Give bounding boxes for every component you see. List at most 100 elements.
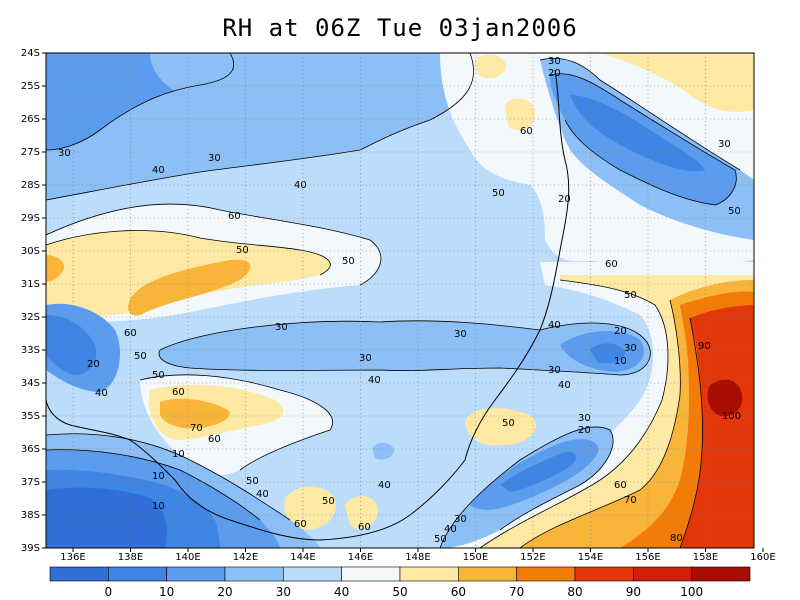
contour-label: 50 <box>502 418 515 429</box>
contour-label: 60 <box>228 211 241 222</box>
contour-30-nw <box>46 53 235 151</box>
contour-60-mid <box>46 230 331 276</box>
lon-tick-label: 138E <box>118 552 143 563</box>
field-60-70-blob1 <box>475 54 506 79</box>
contour-label: 20 <box>614 326 627 337</box>
lon-tick-label: 140E <box>175 552 200 563</box>
contour-label: 60 <box>358 522 371 533</box>
colorbar-label: 50 <box>392 585 407 599</box>
map-title: RH at 06Z Tue 03jan2006 <box>222 14 578 42</box>
lon-tick-label: 136E <box>60 552 85 563</box>
contour-label: 50 <box>492 188 505 199</box>
field-90-100-se <box>680 305 754 548</box>
contour-label-layer: 30 20 30 60 30 30 40 40 50 20 50 60 50 5… <box>58 56 741 545</box>
contour-se-90 <box>679 317 703 548</box>
lon-tick-label: 160E <box>750 552 775 563</box>
contour-label: 30 <box>578 413 591 424</box>
contour-label: 60 <box>520 126 533 137</box>
field-60-70-sc3 <box>345 495 378 530</box>
contour-label: 70 <box>624 495 637 506</box>
colorbar-swatch <box>108 566 167 582</box>
graticule <box>46 53 754 548</box>
contour-label: 20 <box>548 68 561 79</box>
contour-sw <box>46 433 291 521</box>
contour-label: 80 <box>670 533 683 544</box>
contour-label: 20 <box>558 194 571 205</box>
contour-label: 30 <box>275 322 288 333</box>
colorbar-swatch <box>633 566 692 582</box>
contour-label: 50 <box>434 534 447 545</box>
contour-label: 40 <box>444 524 457 535</box>
colorbar-label: 30 <box>276 585 291 599</box>
contour-label: 40 <box>95 388 108 399</box>
longitude-axis: 136E 138E 140E 142E 144E 146E 148E 150E 152E 154E… <box>60 548 776 563</box>
lat-tick-label: 37S <box>21 477 40 488</box>
field-70-80-central <box>128 259 251 316</box>
lon-tick-label: 154E <box>578 552 603 563</box>
contour-label: 60 <box>294 519 307 530</box>
contour-label: 50 <box>322 496 335 507</box>
field-30-40-central <box>159 320 651 375</box>
contour-label: 10 <box>152 501 165 512</box>
contour-label: 30 <box>718 139 731 150</box>
contour-label: 40 <box>152 165 165 176</box>
contour-label: 40 <box>294 180 307 191</box>
contour-label: 50 <box>342 256 355 267</box>
contour-label: 30 <box>548 56 561 67</box>
contour-label: 10 <box>172 449 185 460</box>
lat-tick-label: 33S <box>21 345 40 356</box>
contour-label: 10 <box>614 356 627 367</box>
contour-fill-layer <box>46 53 754 548</box>
lon-tick-label: 148E <box>405 552 430 563</box>
colorbar-swatch <box>49 566 109 582</box>
lon-tick-label: 156E <box>635 552 660 563</box>
contour-label: 20 <box>87 359 100 370</box>
field-10-20-east <box>590 343 625 364</box>
contour-label: 60 <box>208 434 221 445</box>
contour-label: 40 <box>378 480 391 491</box>
contour-label: 10 <box>152 471 165 482</box>
contour-label: 40 <box>558 380 571 391</box>
lat-tick-label: 29S <box>21 213 40 224</box>
contour-label: 30 <box>454 329 467 340</box>
colorbar-label: 70 <box>509 585 524 599</box>
field-lt10-sw <box>46 487 167 548</box>
colorbar-label: 90 <box>626 585 641 599</box>
lat-tick-label: 27S <box>21 147 40 158</box>
colorbar-swatch <box>458 566 517 582</box>
contour-se-70 <box>519 299 681 548</box>
contour-30-central <box>158 320 651 376</box>
field-gt100-se <box>707 379 743 417</box>
latitude-axis: 24S 25S 26S 27S 28S 29S 30S 31S 32S 33S 34S 35S 36S 3… <box>21 48 46 554</box>
lat-tick-label: 25S <box>21 81 40 92</box>
contour-sw2 <box>46 449 261 521</box>
colorbar-label: 40 <box>334 585 349 599</box>
lon-tick-label: 152E <box>520 552 545 563</box>
lon-tick-label: 158E <box>693 552 718 563</box>
colorbar-label: 20 <box>217 585 232 599</box>
contour-label: 50 <box>728 206 741 217</box>
colorbar-swatch <box>224 566 284 582</box>
contour-label: 50 <box>152 370 165 381</box>
colorbar-label: 10 <box>159 585 174 599</box>
contour-label: 50 <box>246 476 259 487</box>
lat-tick-label: 26S <box>21 114 40 125</box>
lat-tick-label: 24S <box>21 48 40 59</box>
contour-ne-20 <box>549 73 737 206</box>
lon-tick-label: 144E <box>290 552 315 563</box>
contour-label: 70 <box>190 423 203 434</box>
field-60-70-ne <box>600 53 754 112</box>
contour-label: 100 <box>722 411 741 422</box>
colorbar-swatch <box>166 566 226 582</box>
contour-label: 30 <box>624 343 637 354</box>
contour-label: 40 <box>256 489 269 500</box>
plot-frame <box>45 52 755 549</box>
field-60-70-blob2 <box>505 98 535 131</box>
contour-label: 90 <box>698 341 711 352</box>
contour-lines <box>46 53 741 548</box>
contour-sbelt <box>439 426 614 548</box>
field-30-40-nw2 <box>150 53 300 135</box>
colorbar-swatch <box>341 566 401 582</box>
lat-tick-label: 28S <box>21 180 40 191</box>
